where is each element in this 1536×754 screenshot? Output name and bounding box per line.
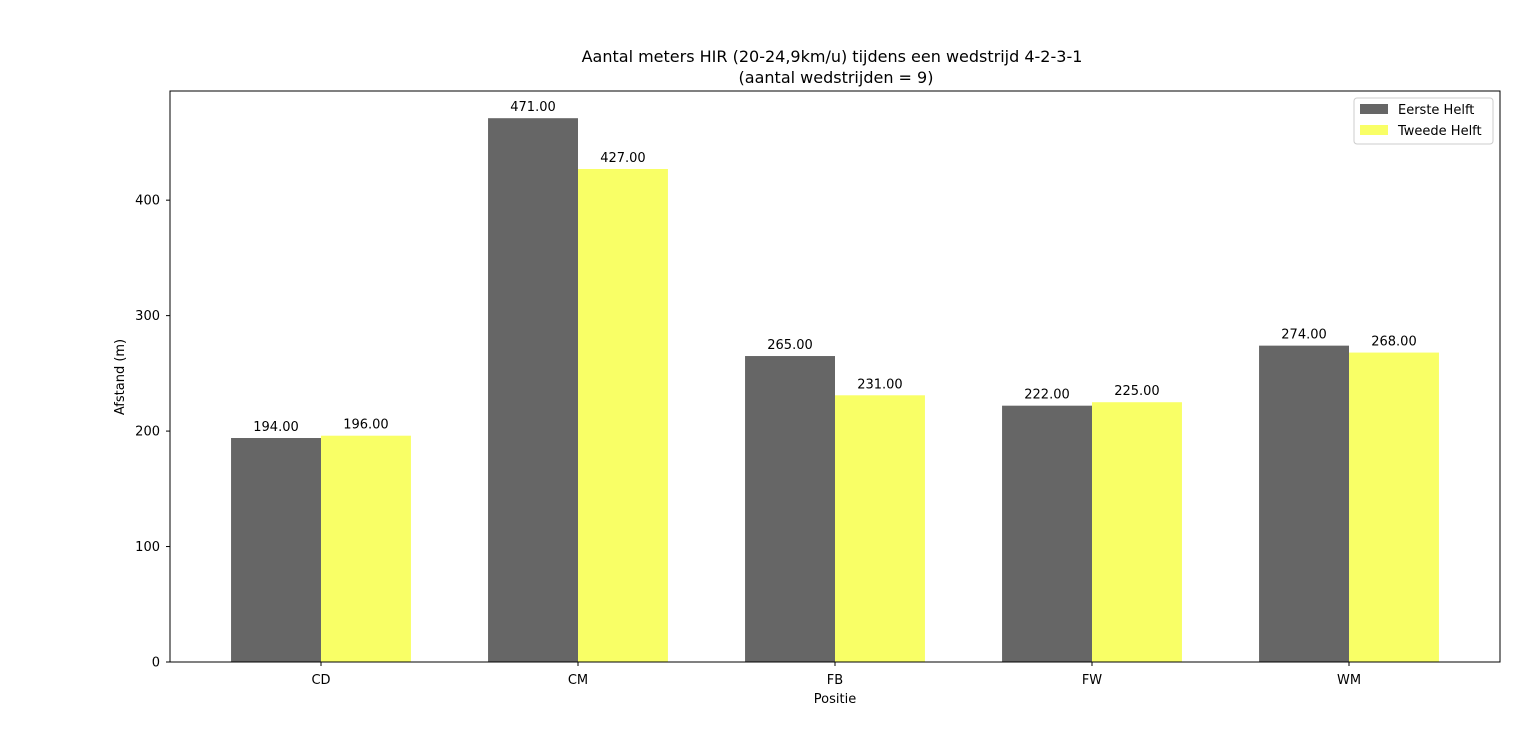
- bar-tweede-helft-fb: [835, 395, 925, 662]
- y-tick-label: 400: [135, 194, 160, 209]
- bar-tweede-helft-cm: [577, 168, 668, 662]
- x-axis-ticks: CD CM FB FW WM: [311, 662, 1361, 688]
- bar-eerste-helft-wm: [1259, 345, 1350, 662]
- y-tick-label: 100: [135, 540, 160, 555]
- x-tick-label-cm: CM: [568, 673, 588, 688]
- legend-swatch-eerste-helft: [1360, 104, 1388, 114]
- x-tick-label-fb: FB: [827, 673, 843, 688]
- bar-value-label: 225.00: [1114, 384, 1160, 399]
- x-tick-label-cd: CD: [311, 673, 330, 688]
- legend-label-eerste-helft: Eerste Helft: [1398, 103, 1474, 118]
- x-axis-label: Positie: [814, 692, 856, 707]
- bar-value-label: 222.00: [1024, 388, 1070, 403]
- y-axis-label: Afstand (m): [113, 339, 128, 415]
- x-tick-label-fw: FW: [1082, 673, 1102, 688]
- bar-tweede-helft-cd: [320, 435, 411, 662]
- legend-label-tweede-helft: Tweede Helft: [1397, 124, 1482, 139]
- y-axis-ticks: 0 100 200 300 400: [135, 194, 170, 671]
- bar-eerste-helft-fb: [745, 356, 835, 662]
- bar-value-label: 268.00: [1371, 335, 1417, 350]
- bar-eerste-helft-cm: [488, 118, 578, 662]
- bar-value-label: 194.00: [253, 420, 299, 435]
- bar-labels-group: 194.00 471.00 265.00 222.00 274.00 196.00 427.…: [253, 100, 1416, 435]
- bar-eerste-helft-fw: [1002, 405, 1093, 662]
- bar-value-label: 427.00: [600, 151, 646, 166]
- chart-title: Aantal meters HIR (20-24,9km/u) tijdens …: [582, 47, 1083, 66]
- bar-tweede-helft-fw: [1092, 402, 1182, 662]
- legend-box: [1353, 97, 1494, 145]
- bar-value-label: 231.00: [857, 377, 903, 392]
- chart-subtitle: (aantal wedstrijden = 9): [739, 68, 934, 87]
- bar-value-label: 196.00: [343, 418, 389, 433]
- y-tick-label: 0: [152, 656, 160, 671]
- y-tick-label: 200: [135, 425, 160, 440]
- y-tick-label: 300: [135, 309, 160, 324]
- bar-eerste-helft-cd: [231, 438, 321, 662]
- bar-value-label: 274.00: [1281, 328, 1327, 343]
- bar-value-label: 265.00: [767, 338, 813, 353]
- legend-swatch-tweede-helft: [1360, 125, 1388, 135]
- x-tick-label-wm: WM: [1337, 673, 1361, 688]
- bars-group: [231, 118, 1439, 662]
- bar-tweede-helft-wm: [1349, 352, 1439, 662]
- legend: Eerste Helft Tweede Helft: [1353, 97, 1494, 145]
- bar-value-label: 471.00: [510, 100, 556, 115]
